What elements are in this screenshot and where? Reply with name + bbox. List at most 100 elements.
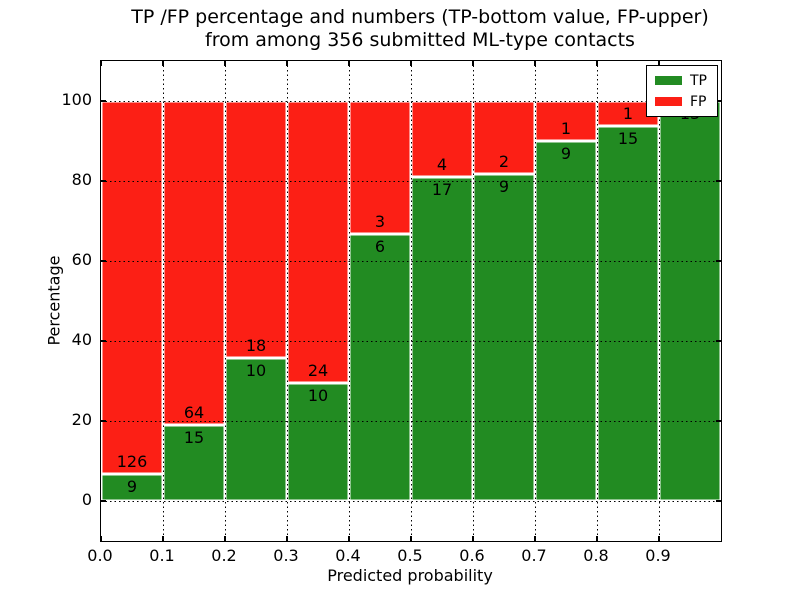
tp-count-label: 10 [245,361,267,381]
x-tick-top [100,61,102,66]
v-gridline [534,61,536,541]
fp-bar-segment [349,101,411,235]
y-tick-right [716,420,721,422]
legend: TP FP [646,65,718,117]
x-tick-top [534,61,536,66]
tp-bar-segment [473,173,535,501]
x-tick-top [348,61,350,66]
x-tick-bottom [472,536,474,541]
x-tick-bottom [534,536,536,541]
x-tick-top [596,61,598,66]
y-tick-right [716,100,721,102]
fp-count-label: 3 [374,212,386,232]
tp-bar-segment [349,234,411,501]
v-gridline [224,61,226,541]
x-tick-label: 0.9 [645,546,671,565]
x-tick-label: 0.0 [87,546,113,565]
x-tick-label: 0.6 [459,546,485,565]
x-tick-top [410,61,412,66]
y-axis-label: Percentage [44,255,64,346]
x-tick-top [658,61,660,66]
fp-legend-swatch-icon [655,97,682,106]
tp-bar-segment [101,474,163,501]
tp-count-label: 17 [431,180,453,200]
y-tick-right [716,180,721,182]
chart-title: TP /FP percentage and numbers (TP-bottom… [110,6,730,52]
tp-bar-segment [225,358,287,501]
tp-count-label: 15 [617,129,639,148]
x-tick-label: 0.5 [397,546,423,565]
x-tick-top [224,61,226,66]
y-tick-label: 100 [61,90,92,109]
tp-count-label: 10 [307,386,329,406]
y-tick-left [101,100,106,102]
x-tick-bottom [348,536,350,541]
fp-count-label: 64 [183,403,205,423]
y-tick-left [101,180,106,182]
y-tick-label: 20 [71,410,92,429]
fp-bar-segment [535,101,597,141]
v-gridline [596,61,598,541]
y-tick-label: 60 [71,250,92,269]
y-tick-label: 80 [71,170,92,189]
y-tick-label: 0 [81,490,92,509]
x-tick-bottom [658,536,660,541]
tp-count-label: 9 [498,176,510,196]
x-tick-bottom [286,536,288,541]
v-gridline [658,61,660,541]
fp-bar-segment [287,101,349,384]
x-tick-bottom [596,536,598,541]
fp-bar-segment [225,101,287,359]
y-tick-left [101,420,106,422]
legend-item: TP [655,72,707,89]
fp-count-label: 1 [622,104,634,123]
x-tick-bottom [224,536,226,541]
legend-item-label: FP [690,93,707,110]
plot-area: 126964151810241036417291911513 [100,60,722,542]
y-tick-left [101,260,106,262]
y-tick-right [716,500,721,502]
fp-bar-segment [163,101,225,426]
chart-title-line1: TP /FP percentage and numbers (TP-bottom… [131,6,709,28]
v-gridline [162,61,164,541]
fp-count-label: 4 [436,155,448,175]
tp-bar-segment [659,101,721,501]
x-axis-label: Predicted probability [327,566,493,585]
fp-count-label: 126 [116,452,148,472]
x-tick-label: 0.4 [335,546,361,565]
y-tick-left [101,340,106,342]
y-tick-left [101,500,106,502]
tp-bar-segment [411,177,473,501]
legend-item: FP [655,93,707,110]
fp-count-label: 18 [245,336,267,356]
x-tick-bottom [162,536,164,541]
x-tick-bottom [410,536,412,541]
y-tick-right [716,260,721,262]
fp-bar-segment [101,101,163,475]
fp-count-label: 1 [560,119,572,138]
x-tick-label: 0.7 [521,546,547,565]
v-gridline [472,61,474,541]
x-tick-bottom [100,536,102,541]
fp-bar-segment [411,101,473,178]
x-tick-label: 0.1 [149,546,175,565]
fp-bar-segment [473,101,535,174]
tp-count-label: 15 [183,428,205,448]
tp-bar-segment [535,141,597,501]
v-gridline [286,61,288,541]
x-tick-top [162,61,164,66]
tp-bar-segment [597,126,659,501]
fp-count-label: 2 [498,151,510,171]
y-tick-label: 40 [71,330,92,349]
tp-count-label: 9 [560,144,572,163]
tp-count-label: 9 [126,477,138,497]
tp-bar-segment [287,383,349,501]
tp-legend-swatch-icon [655,76,682,85]
chart-title-line2: from among 356 submitted ML-type contact… [205,29,635,51]
v-gridline [348,61,350,541]
x-tick-top [472,61,474,66]
tp-count-label: 6 [374,237,386,257]
fp-count-label: 24 [307,361,329,381]
x-tick-label: 0.2 [211,546,237,565]
